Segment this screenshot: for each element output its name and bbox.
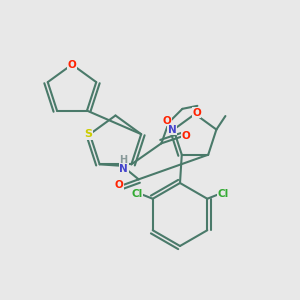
Text: O: O [115, 180, 124, 190]
Text: O: O [182, 131, 190, 141]
Text: Cl: Cl [131, 189, 143, 199]
Text: O: O [68, 59, 76, 70]
Text: N: N [119, 164, 128, 174]
Text: O: O [192, 107, 201, 118]
Text: H: H [120, 155, 128, 165]
Text: S: S [84, 129, 92, 139]
Text: N: N [168, 124, 176, 134]
Text: Cl: Cl [217, 189, 229, 199]
Text: O: O [163, 116, 172, 126]
